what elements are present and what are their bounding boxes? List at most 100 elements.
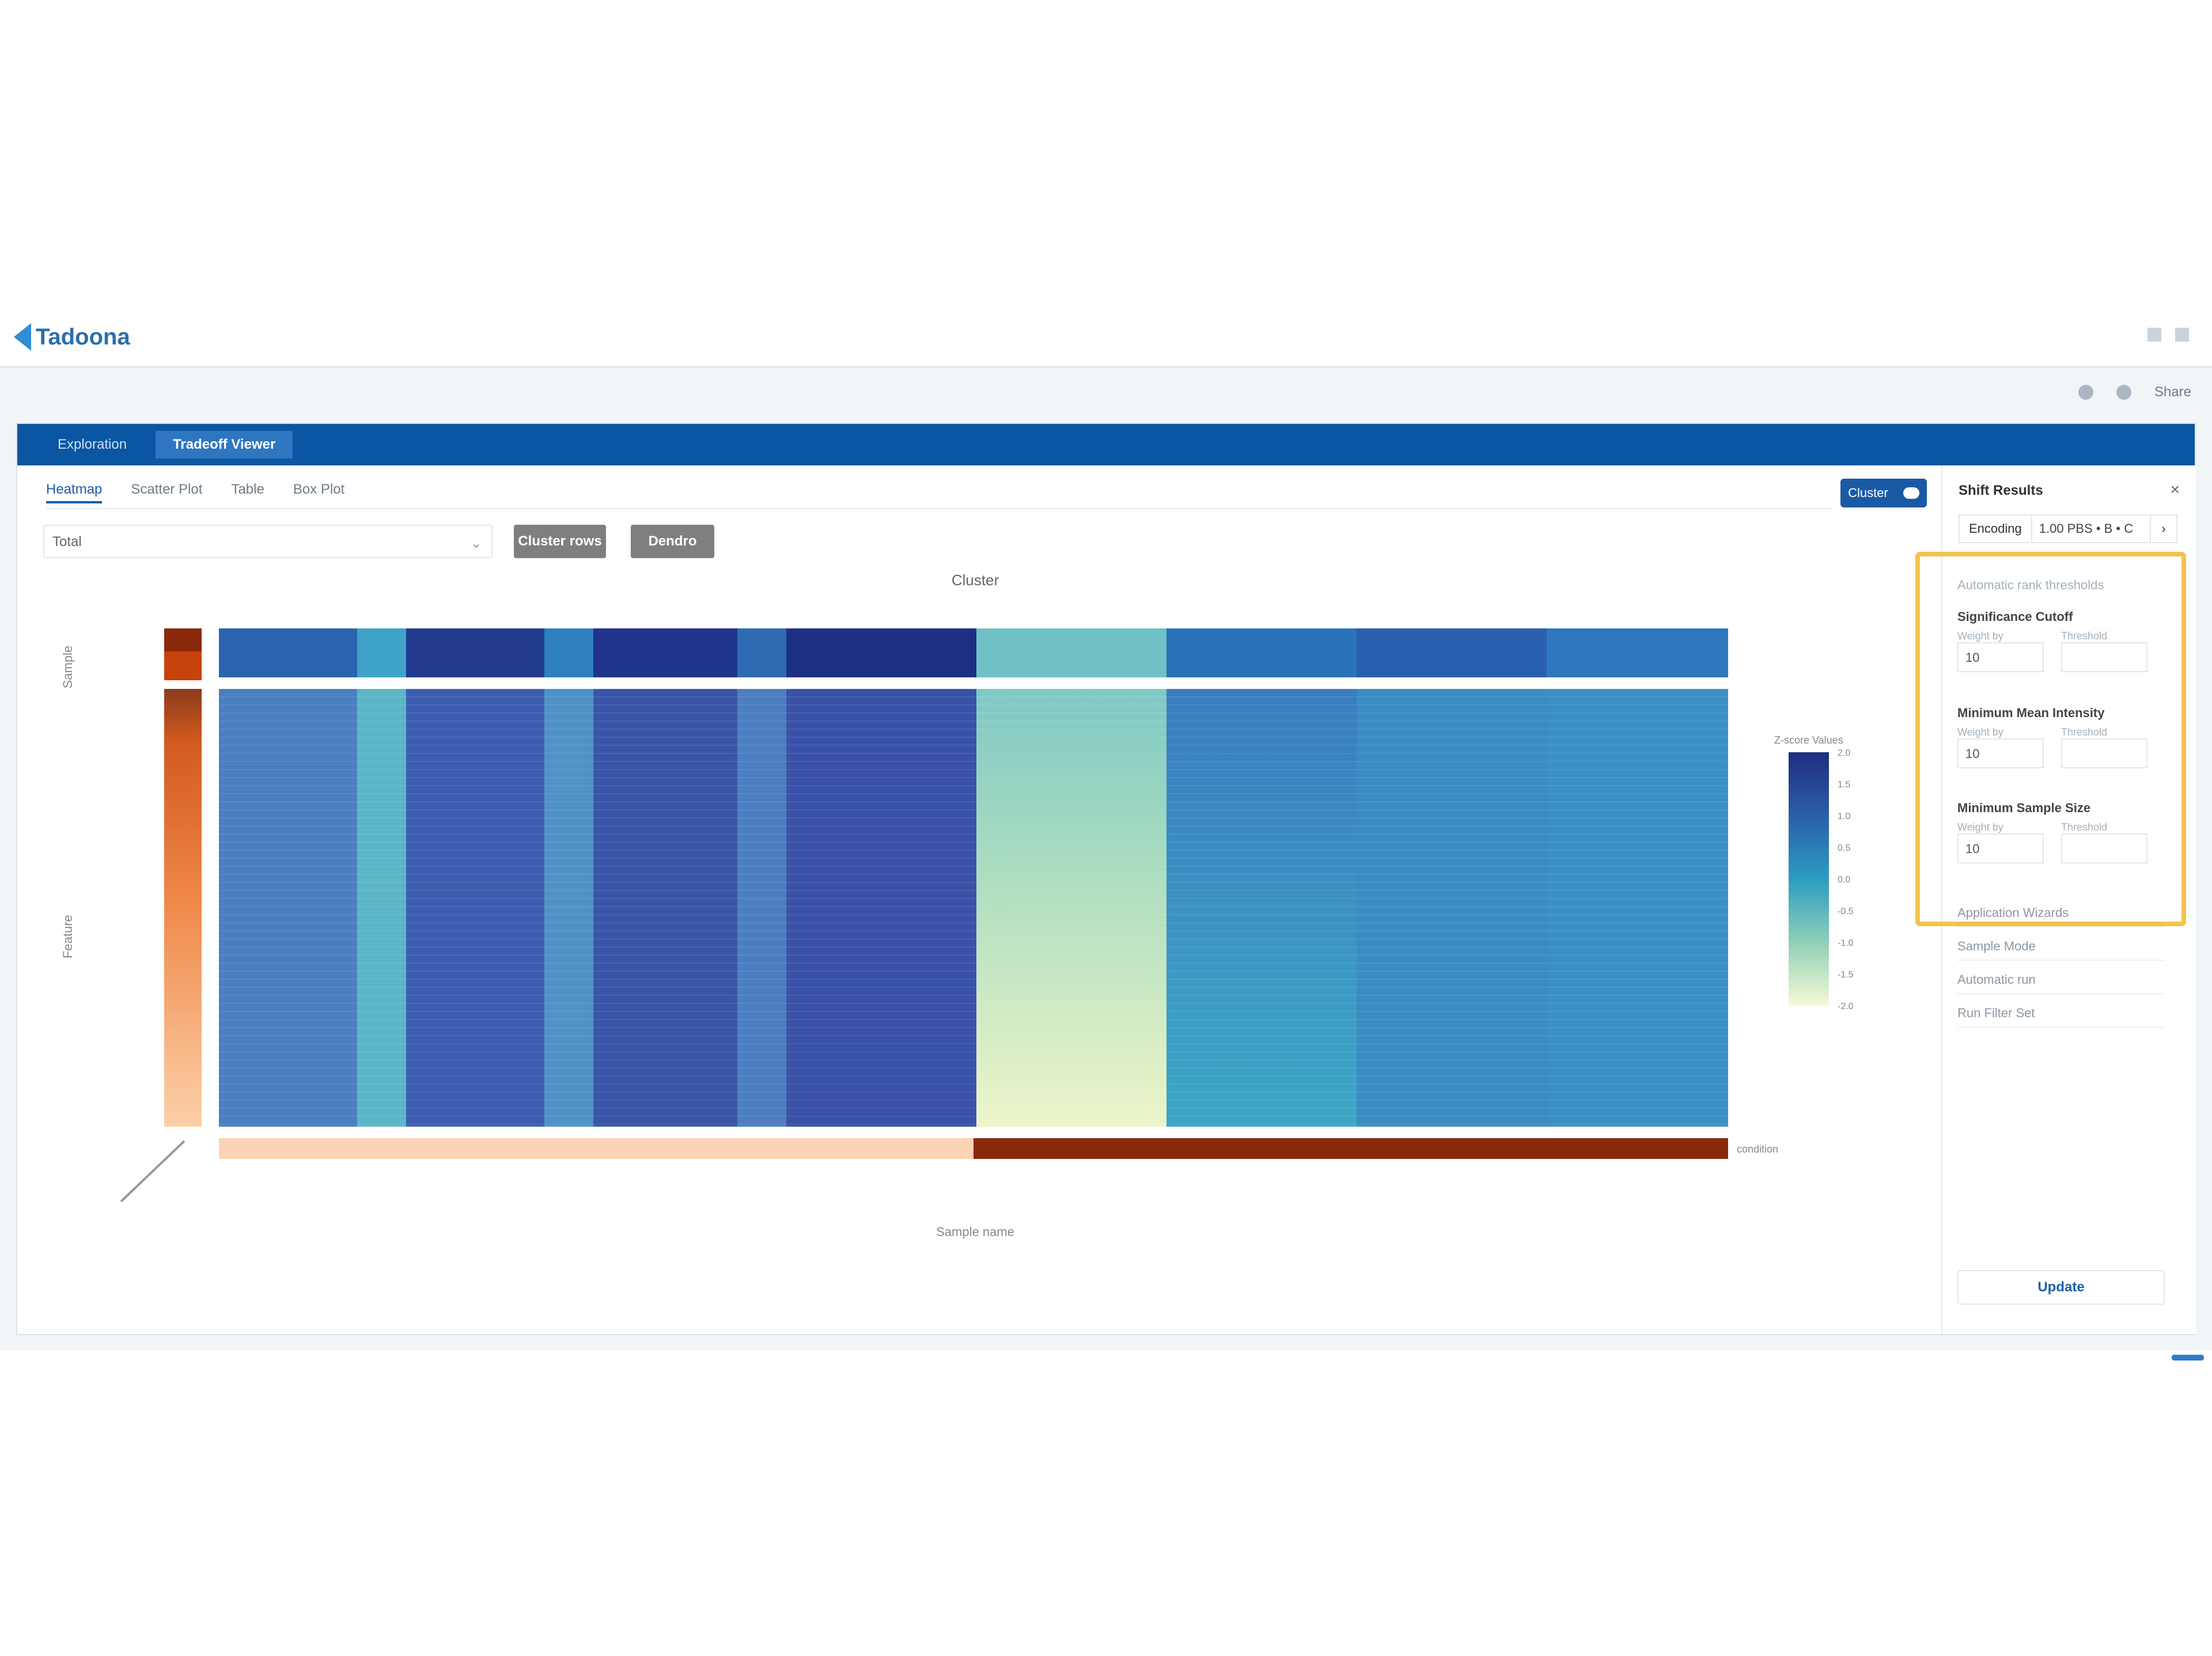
- filter-mean-intensity: Minimum Mean Intensity Weight by 10 Thre…: [1957, 706, 2147, 768]
- side-item-run-filter-set[interactable]: Run Filter Set: [1957, 1006, 2165, 1028]
- heatmap-block: [593, 689, 737, 1127]
- legend-tick-label: -2.0: [1838, 1002, 1854, 1011]
- tab-table[interactable]: Table: [231, 482, 264, 497]
- heatmap-top-block: [976, 628, 1166, 677]
- filter-left-label: Weight by: [1957, 821, 2003, 833]
- filter-title: Minimum Mean Intensity: [1957, 706, 2105, 720]
- heatmap-block: [1357, 689, 1547, 1127]
- tab-heatmap[interactable]: Heatmap: [46, 482, 103, 503]
- row-annotation-top-dark: [164, 628, 202, 651]
- highlight-box: [1915, 552, 2186, 926]
- heatmap-top-block: [737, 628, 786, 677]
- heatmap-block: [1547, 689, 1728, 1127]
- tab-exploration[interactable]: Exploration: [58, 437, 127, 452]
- metric-select-value: Total: [52, 534, 82, 550]
- gear-icon[interactable]: [2116, 385, 2131, 400]
- y-axis-label: Feature: [60, 915, 75, 958]
- weight-input[interactable]: 10: [1957, 642, 2044, 672]
- legend-tick-label: 0.0: [1838, 875, 1850, 885]
- heatmap-top-block: [406, 628, 544, 677]
- color-legend-bar: [1789, 752, 1829, 1006]
- metric-select[interactable]: Total ⌄: [43, 525, 493, 558]
- tab-bar: Exploration Tradeoff Viewer: [17, 424, 2195, 465]
- threshold-input[interactable]: [2061, 738, 2147, 768]
- settings-icon[interactable]: [2147, 328, 2161, 342]
- side-panel-title: Shift Results: [1959, 483, 2043, 498]
- tab-box-plot[interactable]: Box Plot: [293, 482, 345, 497]
- x-axis-label: Sample name: [936, 1225, 1014, 1239]
- threshold-input[interactable]: [2061, 642, 2147, 672]
- side-item-application-wizards[interactable]: Application Wizards: [1957, 905, 2165, 927]
- encoding-value: 1.00 PBS • B • C: [2031, 516, 2150, 542]
- heatmap-top-block: [1357, 628, 1547, 677]
- legend-tick-label: -1.0: [1838, 938, 1854, 948]
- cluster-rows-button[interactable]: Cluster rows: [514, 525, 606, 558]
- encoding-select[interactable]: Encoding 1.00 PBS • B • C ›: [1959, 514, 2177, 543]
- tab-tradeoff-viewer[interactable]: Tradeoff Viewer: [156, 431, 293, 458]
- dendro-button[interactable]: Dendro: [631, 525, 714, 558]
- legend-tick-label: -0.5: [1838, 907, 1854, 916]
- heatmap-block: [544, 689, 593, 1127]
- title-bar: Tadoona: [0, 308, 2212, 368]
- legend-ticks: 2.0 1.5 1.0 0.5 0.0 -0.5 -1.0 -1.5 -2.0: [1838, 748, 1854, 1011]
- tab-scatter-plot[interactable]: Scatter Plot: [131, 482, 203, 497]
- y-axis-top-label: Sample: [60, 646, 75, 689]
- logo-icon: [14, 323, 31, 351]
- heatmap-cells: [219, 628, 1728, 1127]
- heatmap-block: [1166, 689, 1357, 1127]
- filter-right-label: Threshold: [2061, 821, 2108, 833]
- undo-icon[interactable]: [2078, 385, 2093, 400]
- cluster-toggle-label: Cluster: [1848, 486, 1888, 500]
- toggle-knob-icon: [1903, 487, 1919, 499]
- section-label: Automatic rank thresholds: [1957, 578, 2104, 592]
- filter-sample-size: Minimum Sample Size Weight by 10 Thresho…: [1957, 801, 2147, 863]
- legend-tick-label: 2.0: [1838, 748, 1850, 758]
- close-icon[interactable]: [2175, 328, 2189, 342]
- window-controls: [2147, 328, 2189, 342]
- filter-left-label: Weight by: [1957, 630, 2003, 642]
- legend-tick-label: 0.5: [1838, 843, 1850, 853]
- workspace: Share Exploration Tradeoff Viewer Heatma…: [0, 368, 2212, 1350]
- cluster-toggle[interactable]: Cluster: [1840, 479, 1927, 507]
- corner-indicator: [2172, 1355, 2204, 1361]
- utility-toolbar: Share: [2078, 384, 2191, 400]
- logo-text: Tadoona: [36, 324, 130, 350]
- filter-left-label: Weight by: [1957, 726, 2003, 738]
- heatmap-top-block: [786, 628, 976, 677]
- heatmap-block: [406, 689, 544, 1127]
- heatmap-top-block: [219, 628, 357, 677]
- filter-significance: Significance Cutoff Weight by 10 Thresho…: [1957, 609, 2147, 672]
- chevron-right-icon[interactable]: ›: [2150, 516, 2176, 542]
- filter-title: Significance Cutoff: [1957, 609, 2073, 624]
- filter-right-label: Threshold: [2061, 630, 2108, 642]
- filter-title: Minimum Sample Size: [1957, 801, 2091, 815]
- main-panel: Exploration Tradeoff Viewer Heatmap Scat…: [16, 423, 2196, 1335]
- update-button[interactable]: Update: [1957, 1270, 2165, 1305]
- legend-tick-label: 1.5: [1838, 780, 1850, 790]
- side-item-sample-mode[interactable]: Sample Mode: [1957, 939, 2165, 961]
- legend-title: Z-score Values: [1774, 734, 1843, 746]
- heatmap-block: [219, 689, 357, 1127]
- weight-input[interactable]: 10: [1957, 833, 2044, 863]
- heatmap-top-block: [357, 628, 406, 677]
- heatmap-top-block: [544, 628, 593, 677]
- share-link[interactable]: Share: [2154, 384, 2191, 400]
- heatmap-top-block: [1166, 628, 1357, 677]
- weight-input[interactable]: 10: [1957, 738, 2044, 768]
- heatmap-top-block: [593, 628, 737, 677]
- filter-right-label: Threshold: [2061, 726, 2108, 738]
- condition-label: condition: [1737, 1143, 1778, 1155]
- heatmap-svg: Cluster Sample Feature condition Sample …: [60, 571, 1854, 1239]
- view-tabs: Heatmap Scatter Plot Table Box Plot: [46, 482, 344, 503]
- heatmap-block: [737, 689, 786, 1127]
- close-icon[interactable]: ×: [2170, 480, 2180, 498]
- heatmap-area: Cluster Sample Feature condition Sample …: [17, 568, 1941, 1328]
- heatmap-block: [976, 689, 1166, 1127]
- row-annotation: [164, 689, 202, 1127]
- dendrogram-corner-line: [120, 1140, 185, 1203]
- side-item-automatic-run[interactable]: Automatic run: [1957, 972, 2165, 994]
- app-logo[interactable]: Tadoona: [14, 321, 130, 353]
- threshold-input[interactable]: [2061, 833, 2147, 863]
- chevron-down-icon: ⌄: [470, 536, 482, 551]
- heatmap-block: [786, 689, 976, 1127]
